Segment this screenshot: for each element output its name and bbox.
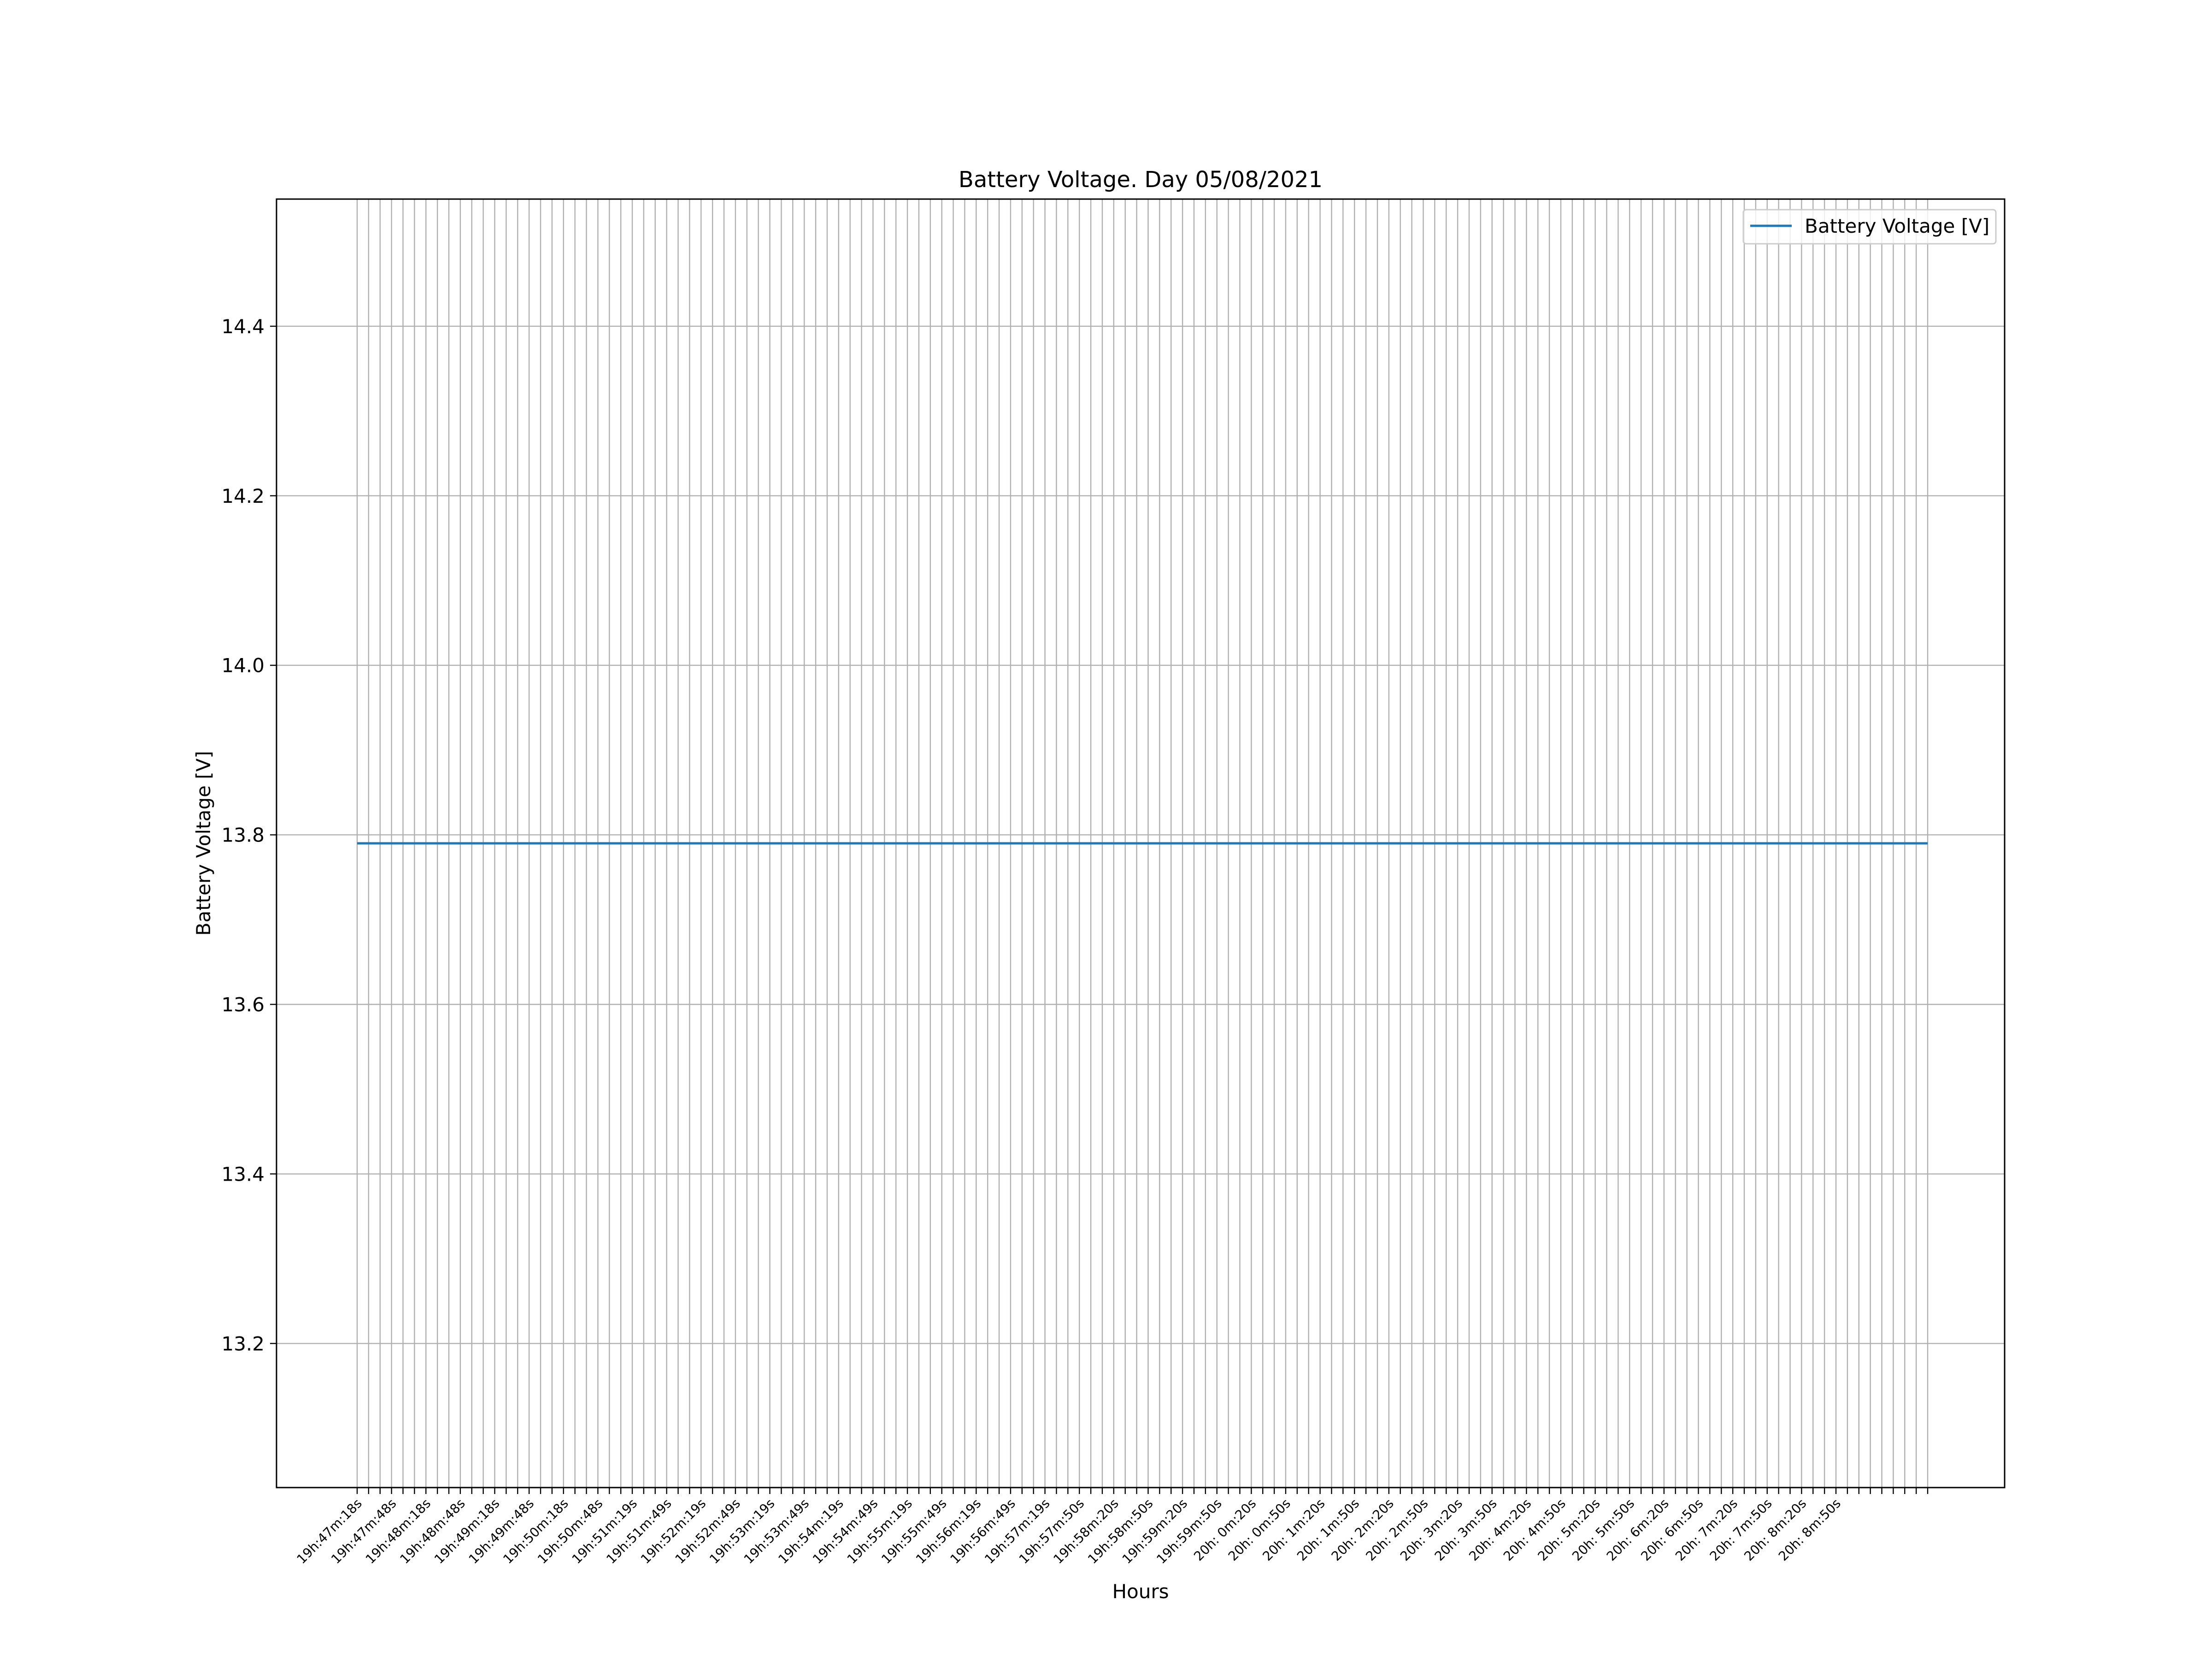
- y-tick-label: 14.4: [221, 315, 265, 338]
- chart-title: Battery Voltage. Day 05/08/2021: [959, 167, 1323, 193]
- legend-entry-label: Battery Voltage [V]: [1805, 215, 1989, 237]
- legend-box: [1742, 209, 1997, 245]
- plot-frame: [276, 198, 2006, 1488]
- y-tick-label: 13.6: [221, 994, 265, 1016]
- y-tick-label: 13.4: [221, 1163, 265, 1185]
- y-tick-label: 14.0: [221, 654, 265, 677]
- y-gridlines: [276, 325, 2005, 1344]
- y-tick-label: 13.2: [221, 1332, 265, 1355]
- y-axis-label: Battery Voltage [V]: [192, 751, 215, 935]
- y-tick-label: 13.8: [221, 824, 265, 847]
- legend: Battery Voltage [V]: [1742, 209, 1997, 245]
- x-axis-label: Hours: [1112, 1580, 1169, 1603]
- y-axis-ticks: 13.2 13.4 13.6 13.8 14.0 14.2 14.4: [221, 315, 276, 1355]
- y-tick-label: 14.2: [221, 485, 265, 507]
